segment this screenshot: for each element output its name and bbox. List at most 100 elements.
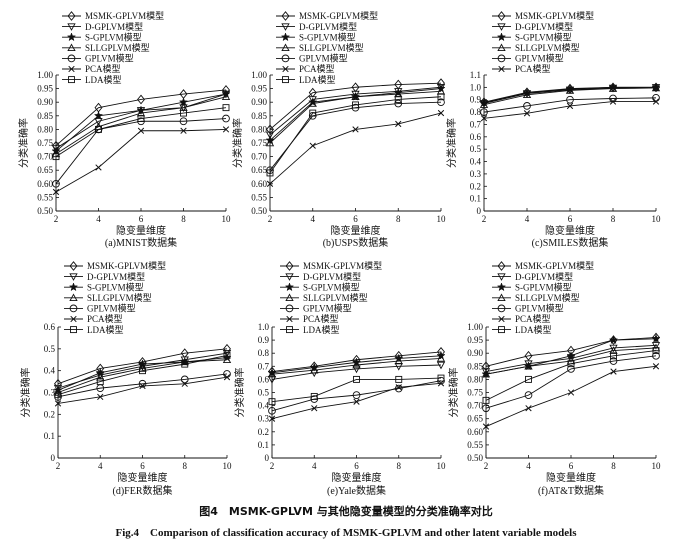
legend-marker [68,65,75,73]
data-point [179,117,188,126]
y-tick-label: 0.65 [467,414,483,424]
y-tick-label: 0.5 [44,344,56,354]
x-tick-label: 2 [482,214,487,224]
x-tick-label: 2 [54,214,59,224]
series-square [482,347,660,404]
y-tick-label: 0.5 [470,144,482,154]
data-point [352,360,361,369]
chart-panel-2: 0.50 0.55 0.60 0.65 0.70 0.75 0.80 0.85 0.90 0.95… [231,11,446,249]
data-point [265,138,275,147]
series-line [269,101,442,171]
legend-label: D-GPLVM模型 [515,22,573,32]
y-axis-label: 分类准确率 [17,118,30,168]
legend-label: SLLGPLVM模型 [303,293,368,303]
series-line [485,350,657,401]
data-point [609,344,618,353]
data-point [180,357,189,366]
y-tick-label: 0.6 [258,374,270,384]
data-point [436,354,446,362]
legend-label: S-GPLVM模型 [87,282,144,292]
series-line [485,355,657,409]
y-tick-label: 0.4 [258,401,270,411]
legend-marker [497,54,506,63]
data-point [180,127,187,134]
y-tick-label: 0.3 [470,169,482,179]
series-triangle-up [479,83,661,108]
legend-marker [67,43,76,52]
x-tick-label: 2 [268,214,273,224]
data-point [651,83,661,92]
data-point [652,351,660,360]
data-point [53,388,63,396]
data-point [308,99,317,107]
series-diamond [266,78,445,135]
data-point [223,351,231,359]
legend-marker [281,23,290,31]
data-point [265,131,275,140]
panel-caption: (b)USPS数据集 [323,236,389,249]
data-point [54,400,62,407]
data-point [481,369,491,378]
x-tick-label: 10 [437,461,447,471]
data-point [652,363,660,370]
series-star [481,333,661,379]
y-tick-label: 0.1 [44,431,55,441]
series-line [269,82,442,130]
data-point [609,357,618,365]
legend-marker [497,273,506,281]
y-tick-label: 0.85 [251,111,267,121]
chart-panel-1: 0.50 0.55 0.60 0.65 0.70 0.75 0.80 0.85 0.90 0.95… [17,11,231,249]
data-point [310,365,319,374]
data-point [566,102,574,110]
legend-label: GPLVM模型 [303,304,352,314]
legend: MSMK-GPLVM模型D-GPLVM模型S-GPLVM模型SLLGPLVM模型… [62,11,164,85]
legend-label: SLLGPLVM模型 [515,43,580,53]
legend-marker [496,32,507,42]
x-tick-label: 8 [611,461,616,471]
data-point [480,115,488,122]
legend-label: SLLGPLVM模型 [299,43,364,53]
legend-marker [498,326,505,334]
legend-label: D-GPLVM模型 [87,272,145,282]
y-tick-label: 0.80 [37,124,53,134]
legend-label: PCA模型 [515,314,551,324]
series-x [52,126,230,196]
data-point [51,145,61,153]
y-tick-label: 0.85 [467,361,483,371]
chart-panel-6: 0.50 0.55 0.60 0.65 0.70 0.75 0.80 0.85 0.90 0.95… [447,261,661,497]
data-point [221,92,231,101]
data-point [522,90,532,99]
data-point [651,333,661,343]
y-tick-label: 0.2 [258,427,269,437]
data-point [52,188,60,196]
data-point [566,95,574,104]
y-tick-label: 0.80 [467,374,483,384]
legend-label: LDA模型 [87,325,124,335]
data-point [180,109,187,117]
data-point [138,364,147,372]
data-point [352,126,359,133]
data-point [609,98,617,105]
y-tick-label: 0.80 [251,124,267,134]
data-point [267,367,277,377]
data-point [652,332,660,343]
data-point [309,142,316,149]
series-square [266,93,445,177]
y-tick-label: 0.1 [258,440,269,450]
legend: MSMK-GPLVM模型D-GPLVM模型S-GPLVM模型SLLGPLVM模型… [64,261,166,335]
data-point [352,365,361,374]
x-tick-label: 6 [139,214,144,224]
data-point [608,335,619,345]
y-tick-label: 0.3 [44,388,56,398]
y-tick-label: 0.60 [37,179,53,189]
y-tick-label: 0.50 [467,453,483,463]
legend-marker [497,261,506,271]
legend-label: D-GPLVM模型 [85,22,143,32]
data-point [523,110,531,117]
data-point [567,360,575,368]
legend-marker [497,43,506,52]
legend-label: MSMK-GPLVM模型 [87,261,166,271]
series-circle [482,351,660,413]
panel-caption: (d)FER数据集 [113,484,173,497]
legend-label: D-GPLVM模型 [515,272,573,282]
